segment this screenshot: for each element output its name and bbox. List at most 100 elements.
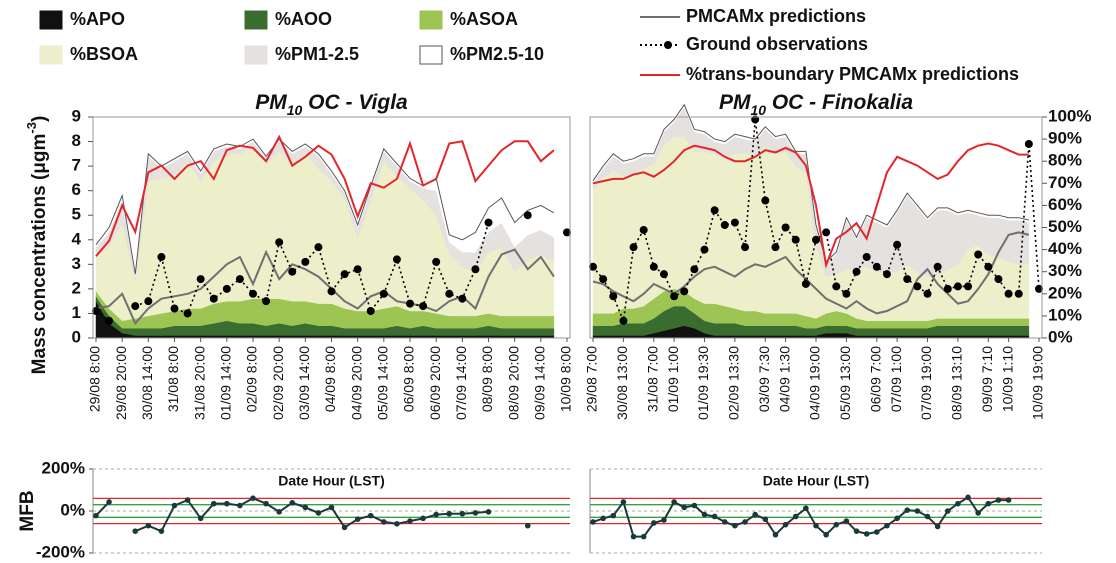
data-point <box>485 509 492 515</box>
data-point <box>903 275 912 284</box>
data-point <box>964 282 973 291</box>
y2-tick-label: 0% <box>1048 327 1073 346</box>
data-point <box>314 243 323 252</box>
legend-swatch <box>39 45 63 65</box>
data-point <box>354 516 361 522</box>
data-point <box>822 228 831 237</box>
data-point <box>711 513 718 520</box>
data-point <box>144 297 153 306</box>
series-line <box>592 142 1029 269</box>
legend-swatch <box>39 10 63 30</box>
data-point <box>367 512 374 519</box>
series-line <box>592 231 1030 315</box>
data-point <box>600 515 606 522</box>
title-part: OC - Vigla <box>302 91 408 114</box>
data-point <box>171 502 178 509</box>
data-point <box>752 511 758 518</box>
legend-label: %PM1-2.5 <box>275 44 359 64</box>
data-point <box>249 289 257 298</box>
data-point <box>263 500 269 507</box>
data-point <box>262 297 271 306</box>
y-tick-label: 9 <box>72 106 81 125</box>
x-tick-label: 04/09 1:30 <box>776 346 792 412</box>
data-point <box>893 240 902 249</box>
data-point <box>659 270 668 279</box>
title-part: 10 <box>287 102 303 118</box>
legend-label: %PM2.5-10 <box>450 44 544 64</box>
data-point <box>406 299 414 308</box>
data-point <box>589 262 597 271</box>
x-tick-label: 31/08 20:00 <box>191 346 207 420</box>
data-point <box>792 513 799 520</box>
x-tick-label: 06/09 7:00 <box>868 346 884 412</box>
data-point <box>599 275 608 284</box>
legend-label: %APO <box>70 9 125 29</box>
data-point <box>222 284 231 293</box>
x-tick-label: 08/09 20:00 <box>505 346 521 420</box>
x-tick-label: 31/08 8:00 <box>165 346 181 412</box>
data-point <box>276 509 282 515</box>
y-tick-label: 8 <box>72 131 81 150</box>
data-point <box>700 245 709 254</box>
data-point <box>196 275 205 284</box>
data-point <box>235 275 244 284</box>
y-tick-label: 3 <box>72 254 81 273</box>
data-point <box>157 252 166 261</box>
data-point <box>791 235 800 244</box>
x-tick-label: 03/09 14:00 <box>296 346 312 420</box>
series-line <box>95 134 555 257</box>
data-point <box>812 235 820 244</box>
data-point <box>93 512 99 519</box>
data-point <box>661 517 667 523</box>
y-tick-label: 0 <box>72 327 81 346</box>
x-axis-label: Date Hour (LST) <box>763 473 870 489</box>
x-tick-label: 04/09 8:00 <box>322 346 338 412</box>
data-point <box>132 528 139 534</box>
data-point <box>984 262 993 271</box>
y-axis-label-part: ) <box>29 116 50 122</box>
y2-tick-label: 10% <box>1048 305 1082 324</box>
x-tick-label: 07/09 1:00 <box>888 346 904 412</box>
x-tick-label: 30/08 13:00 <box>614 346 630 420</box>
data-point <box>721 519 728 525</box>
data-point <box>884 522 890 529</box>
data-point <box>813 522 819 529</box>
y-tick-label: 7 <box>72 156 81 175</box>
data-point <box>250 495 256 501</box>
data-point <box>771 243 780 252</box>
x-axis-label: Date Hour (LST) <box>278 473 385 489</box>
data-point <box>379 289 388 298</box>
data-point <box>720 221 729 230</box>
y-axis-label-part: -3 <box>24 122 39 134</box>
data-point <box>353 265 362 274</box>
data-point <box>407 518 413 524</box>
data-point <box>823 531 829 538</box>
data-point <box>974 250 983 259</box>
data-point <box>131 302 140 311</box>
title-part: PM <box>255 91 287 114</box>
data-point <box>975 510 981 516</box>
legend-marker <box>664 41 672 49</box>
y-axis-label: Mass concentrations (μgm-3) <box>24 116 50 375</box>
title-part: OC - Finokalia <box>766 91 913 114</box>
data-point <box>742 519 748 525</box>
data-point <box>394 521 400 527</box>
data-point <box>197 515 204 522</box>
data-point <box>433 511 439 518</box>
data-point <box>934 523 941 530</box>
data-point <box>224 500 230 507</box>
x-tick-label: 05/09 13:00 <box>837 346 853 420</box>
legend-swatch <box>419 10 443 30</box>
y-tick-label: -200% <box>36 542 85 561</box>
data-point <box>649 262 658 271</box>
x-tick-label: 07/09 14:00 <box>453 346 469 420</box>
y-tick-label: 200% <box>42 458 85 477</box>
data-point <box>762 516 769 522</box>
data-point <box>670 292 679 301</box>
y2-tick-label: 30% <box>1048 261 1082 280</box>
legend-swatch <box>244 10 268 30</box>
data-point <box>953 282 962 291</box>
data-point <box>420 515 426 522</box>
x-tick-label: 04/09 19:00 <box>807 346 823 420</box>
chart-title: PM10 OC - Vigla <box>255 91 408 118</box>
